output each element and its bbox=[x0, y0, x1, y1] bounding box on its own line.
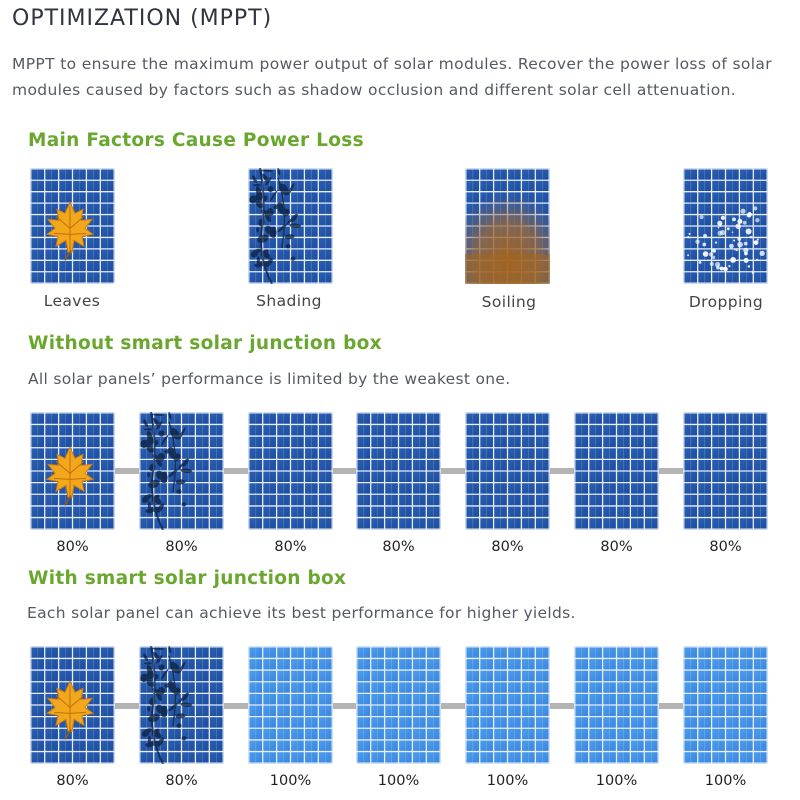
panel-output-with-box-2: 80% bbox=[165, 773, 198, 789]
without-box-title: Without smart solar junction box bbox=[28, 333, 382, 354]
factor-panel-leaves bbox=[30, 168, 115, 284]
panel-output-with-box-5: 100% bbox=[486, 773, 529, 789]
panel-output-with-box-1: 80% bbox=[56, 773, 89, 789]
solar-panel-without-box-2 bbox=[139, 412, 224, 530]
solar-panel-without-box-6 bbox=[574, 412, 659, 530]
factor-panel-shading bbox=[248, 168, 333, 284]
panel-output-with-box-3: 100% bbox=[269, 773, 312, 789]
solar-panel-with-box-5 bbox=[465, 646, 550, 764]
factor-label-shading: Shading bbox=[256, 292, 322, 310]
solar-panel-with-box-2 bbox=[139, 646, 224, 764]
panel-output-without-box-4: 80% bbox=[382, 539, 415, 555]
factor-label-dropping: Dropping bbox=[688, 293, 764, 311]
panel-output-without-box-3: 80% bbox=[274, 539, 307, 555]
panel-output-with-box-7: 100% bbox=[704, 773, 747, 789]
solar-panel-with-box-6 bbox=[574, 646, 659, 764]
factors-title: Main Factors Cause Power Loss bbox=[28, 130, 364, 151]
solar-panel-with-box-1 bbox=[30, 646, 115, 764]
factor-label-leaves: Leaves bbox=[43, 292, 101, 310]
intro-text: MPPT to ensure the maximum power output … bbox=[12, 55, 772, 99]
solar-panel-without-box-3 bbox=[248, 412, 333, 530]
panel-output-without-box-6: 80% bbox=[600, 539, 633, 555]
with-box-title: With smart solar junction box bbox=[28, 568, 347, 589]
panel-output-without-box-1: 80% bbox=[56, 539, 89, 555]
panel-output-with-box-6: 100% bbox=[595, 773, 638, 789]
solar-panel-without-box-5 bbox=[465, 412, 550, 530]
solar-panel-without-box-7 bbox=[683, 412, 768, 530]
solar-panel-with-box-7 bbox=[683, 646, 768, 764]
page-title: OPTIMIZATION (MPPT) bbox=[12, 6, 273, 31]
solar-panel-with-box-4 bbox=[356, 646, 441, 764]
factor-label-soiling: Soiling bbox=[481, 293, 537, 311]
panel-output-without-box-2: 80% bbox=[165, 539, 198, 555]
solar-panel-without-box-1 bbox=[30, 412, 115, 530]
factor-panel-soiling bbox=[465, 168, 550, 284]
factor-panel-dropping bbox=[683, 168, 768, 284]
solar-panel-without-box-4 bbox=[356, 412, 441, 530]
solar-panel-with-box-3 bbox=[248, 646, 333, 764]
with-box-desc: Each solar panel can achieve its best pe… bbox=[27, 604, 576, 622]
panel-output-with-box-4: 100% bbox=[377, 773, 420, 789]
panel-output-without-box-7: 80% bbox=[709, 539, 742, 555]
without-box-desc: All solar panels’ performance is limited… bbox=[28, 370, 511, 388]
panel-output-without-box-5: 80% bbox=[491, 539, 524, 555]
